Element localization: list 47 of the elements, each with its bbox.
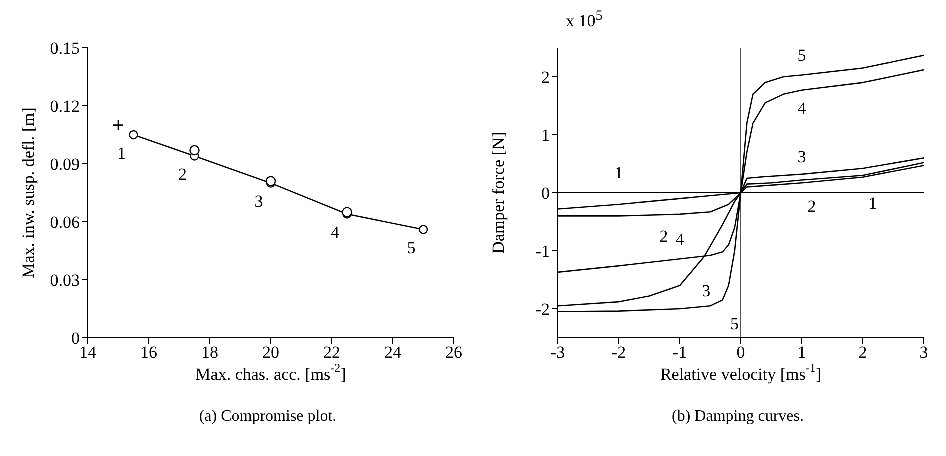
x-axis-title: Relative velocity [ms$^{-1}$] xyxy=(660,360,822,384)
series-label: 4 xyxy=(798,99,807,118)
y-tick-label: 2 xyxy=(542,68,550,88)
y-tick-label: 0.12 xyxy=(50,97,80,116)
annotation: 4 xyxy=(331,223,340,242)
x-tick-label: -1 xyxy=(672,343,688,362)
y-tick-label: 0.09 xyxy=(50,155,80,174)
annotation: 2 xyxy=(178,165,187,184)
x-tick-label: 22 xyxy=(324,343,340,362)
y-axis-title: Max. inw. susp. defl. [m] xyxy=(18,108,38,278)
y-tick-label: 0.15 xyxy=(50,39,80,58)
y-tick-label: 0.06 xyxy=(50,213,80,232)
x-tick-label: 26 xyxy=(446,343,462,362)
series-label: 1 xyxy=(868,194,878,214)
series-label: 5 xyxy=(798,46,806,66)
series-label: 3 xyxy=(798,147,806,166)
text: 3 xyxy=(702,282,711,301)
y-tick-label: 0.03 xyxy=(50,271,80,290)
y-tick-label: 1 xyxy=(542,126,550,146)
x-tick-label: 0 xyxy=(736,343,746,362)
x-tick-label: 16 xyxy=(140,343,158,362)
x-tick-label: 20 xyxy=(262,343,280,362)
y-tick-label: 0 xyxy=(72,329,80,348)
y-tick-label: 0 xyxy=(542,184,550,204)
text: (b) Damping curves. xyxy=(671,408,805,426)
chart-title: x 10$^{5}$ xyxy=(566,8,603,32)
text: 2 xyxy=(808,197,816,216)
text: 1 xyxy=(614,164,624,183)
x-tick-label: 14 xyxy=(80,343,97,362)
y-tick-label: -2 xyxy=(536,300,550,320)
annotation: 5 xyxy=(407,238,416,258)
y-axis-title: Damper force [N] xyxy=(488,132,508,254)
annotation: 1 xyxy=(118,144,126,163)
y-tick-label: -1 xyxy=(536,242,550,262)
x-tick-label: -3 xyxy=(550,343,566,362)
text: 4 xyxy=(676,230,684,250)
text: (a) Compromise plot. xyxy=(198,408,338,426)
x-tick-label: 1 xyxy=(798,343,806,362)
x-tick-label: -2 xyxy=(612,343,626,362)
annotation: 3 xyxy=(254,192,264,212)
x-tick-label: 3 xyxy=(920,343,928,362)
series-label: 2 xyxy=(660,227,668,246)
x-tick-label: 24 xyxy=(384,343,402,362)
x-axis-title: Max. chas. acc. [ms$^{-2}$] xyxy=(196,360,346,384)
x-tick-label: 2 xyxy=(858,343,868,362)
x-tick-label: 18 xyxy=(202,343,218,362)
text: 5 xyxy=(730,314,740,334)
